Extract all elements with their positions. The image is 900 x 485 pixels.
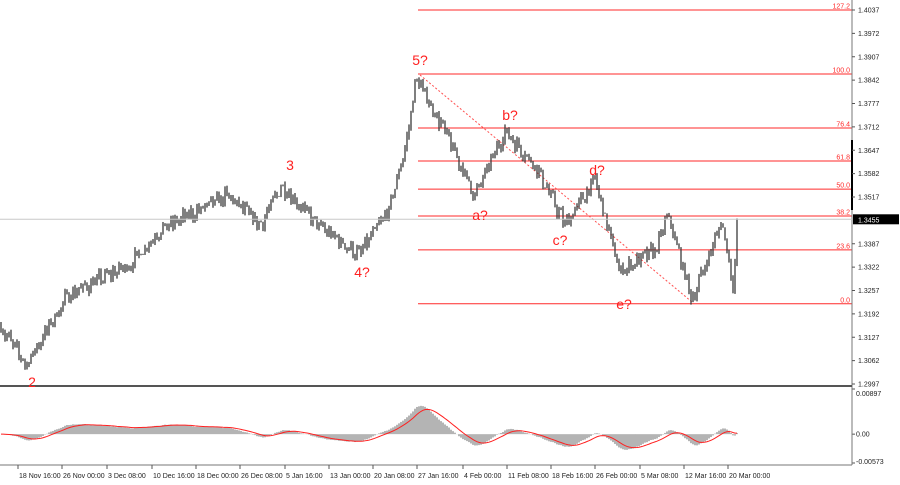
price-tick-label: 1.3842 — [858, 78, 880, 85]
fib-level-label: 61.8 — [836, 155, 850, 162]
time-tick-label: 20 Mar 00:00 — [729, 473, 770, 480]
wave-label-a: a? — [472, 207, 488, 223]
price-tick-label: 1.3712 — [858, 124, 880, 131]
time-tick-label: 26 Nov 00:00 — [63, 473, 105, 480]
time-tick-label: 26 Feb 00:00 — [596, 473, 637, 480]
oscillator-tick-label: -0.00573 — [856, 459, 884, 466]
wave-label-d: d? — [589, 162, 605, 178]
time-tick-label: 5 Jan 16:00 — [286, 473, 323, 480]
time-tick-label: 13 Jan 00:00 — [330, 473, 371, 480]
price-tick-label: 1.3647 — [858, 148, 880, 155]
wave-label-b: b? — [502, 107, 518, 123]
time-tick-label: 18 Feb 16:00 — [552, 473, 593, 480]
fib-level-label: 38.2 — [836, 210, 850, 217]
oscillator-tick-label: 0.00897 — [856, 391, 881, 398]
fib-level-label: 127.2 — [832, 4, 850, 11]
wave-label-3: 3 — [286, 157, 294, 173]
time-tick-label: 10 Dec 16:00 — [153, 473, 195, 480]
current-price-box — [853, 214, 899, 225]
fibonacci-levels: 127.2 100.0 76.4 61.8 50.0 38.2 23.6 0.0 — [418, 4, 852, 305]
price-tick-label: 1.3582 — [858, 171, 880, 178]
time-tick-label: 18 Nov 16:00 — [19, 473, 61, 480]
time-tick-label: 4 Feb 00:00 — [464, 473, 501, 480]
wave-label-2: 2 — [28, 374, 36, 390]
price-tick-label: 1.3517 — [858, 195, 880, 202]
price-tick-label: 1.3907 — [858, 54, 880, 61]
time-tick-label: 18 Dec 00:00 — [197, 473, 239, 480]
wave-label-4: 4? — [354, 264, 370, 280]
time-tick-label: 5 Mar 08:00 — [641, 473, 678, 480]
wave-label-e: e? — [616, 296, 632, 312]
signal-line — [0, 408, 738, 449]
current-price-label: 1.3455 — [858, 217, 880, 224]
price-tick-label: 1.4037 — [858, 8, 880, 15]
fib-level-label: 100.0 — [832, 68, 850, 75]
fib-level-label: 0.0 — [840, 297, 850, 304]
price-tick-label: 1.3387 — [858, 241, 880, 248]
trend-line-dashed — [419, 74, 693, 303]
price-tick-label: 1.2997 — [858, 382, 880, 389]
oscillator-tick-label: 0.00 — [856, 432, 870, 439]
fib-level-label: 23.6 — [836, 243, 850, 250]
axis-marker — [851, 140, 853, 210]
wave-label-c: c? — [552, 232, 568, 248]
time-tick-label: 11 Feb 08:00 — [508, 473, 549, 480]
time-tick-label: 27 Jan 16:00 — [418, 473, 459, 480]
price-tick-label: 1.3972 — [858, 31, 880, 38]
fib-level-label: 50.0 — [836, 183, 850, 190]
price-tick-label: 1.3257 — [858, 288, 880, 295]
price-tick-label: 1.3127 — [858, 335, 880, 342]
price-tick-label: 1.3062 — [858, 358, 880, 365]
time-tick-label: 12 Mar 16:00 — [685, 473, 726, 480]
price-tick-label: 1.3777 — [858, 101, 880, 108]
time-tick-label: 26 Dec 08:00 — [241, 473, 283, 480]
time-tick-label: 20 Jan 08:00 — [374, 473, 415, 480]
time-tick-label: 3 Dec 08:00 — [108, 473, 146, 480]
candles — [0, 77, 738, 370]
fib-level-label: 76.4 — [836, 121, 850, 128]
price-tick-label: 1.3192 — [858, 311, 880, 318]
wave-label-5: 5? — [412, 52, 428, 68]
oscillator-panel: 0.00897 0.00 -0.00573 — [0, 388, 884, 466]
price-tick-label: 1.3322 — [858, 265, 880, 272]
